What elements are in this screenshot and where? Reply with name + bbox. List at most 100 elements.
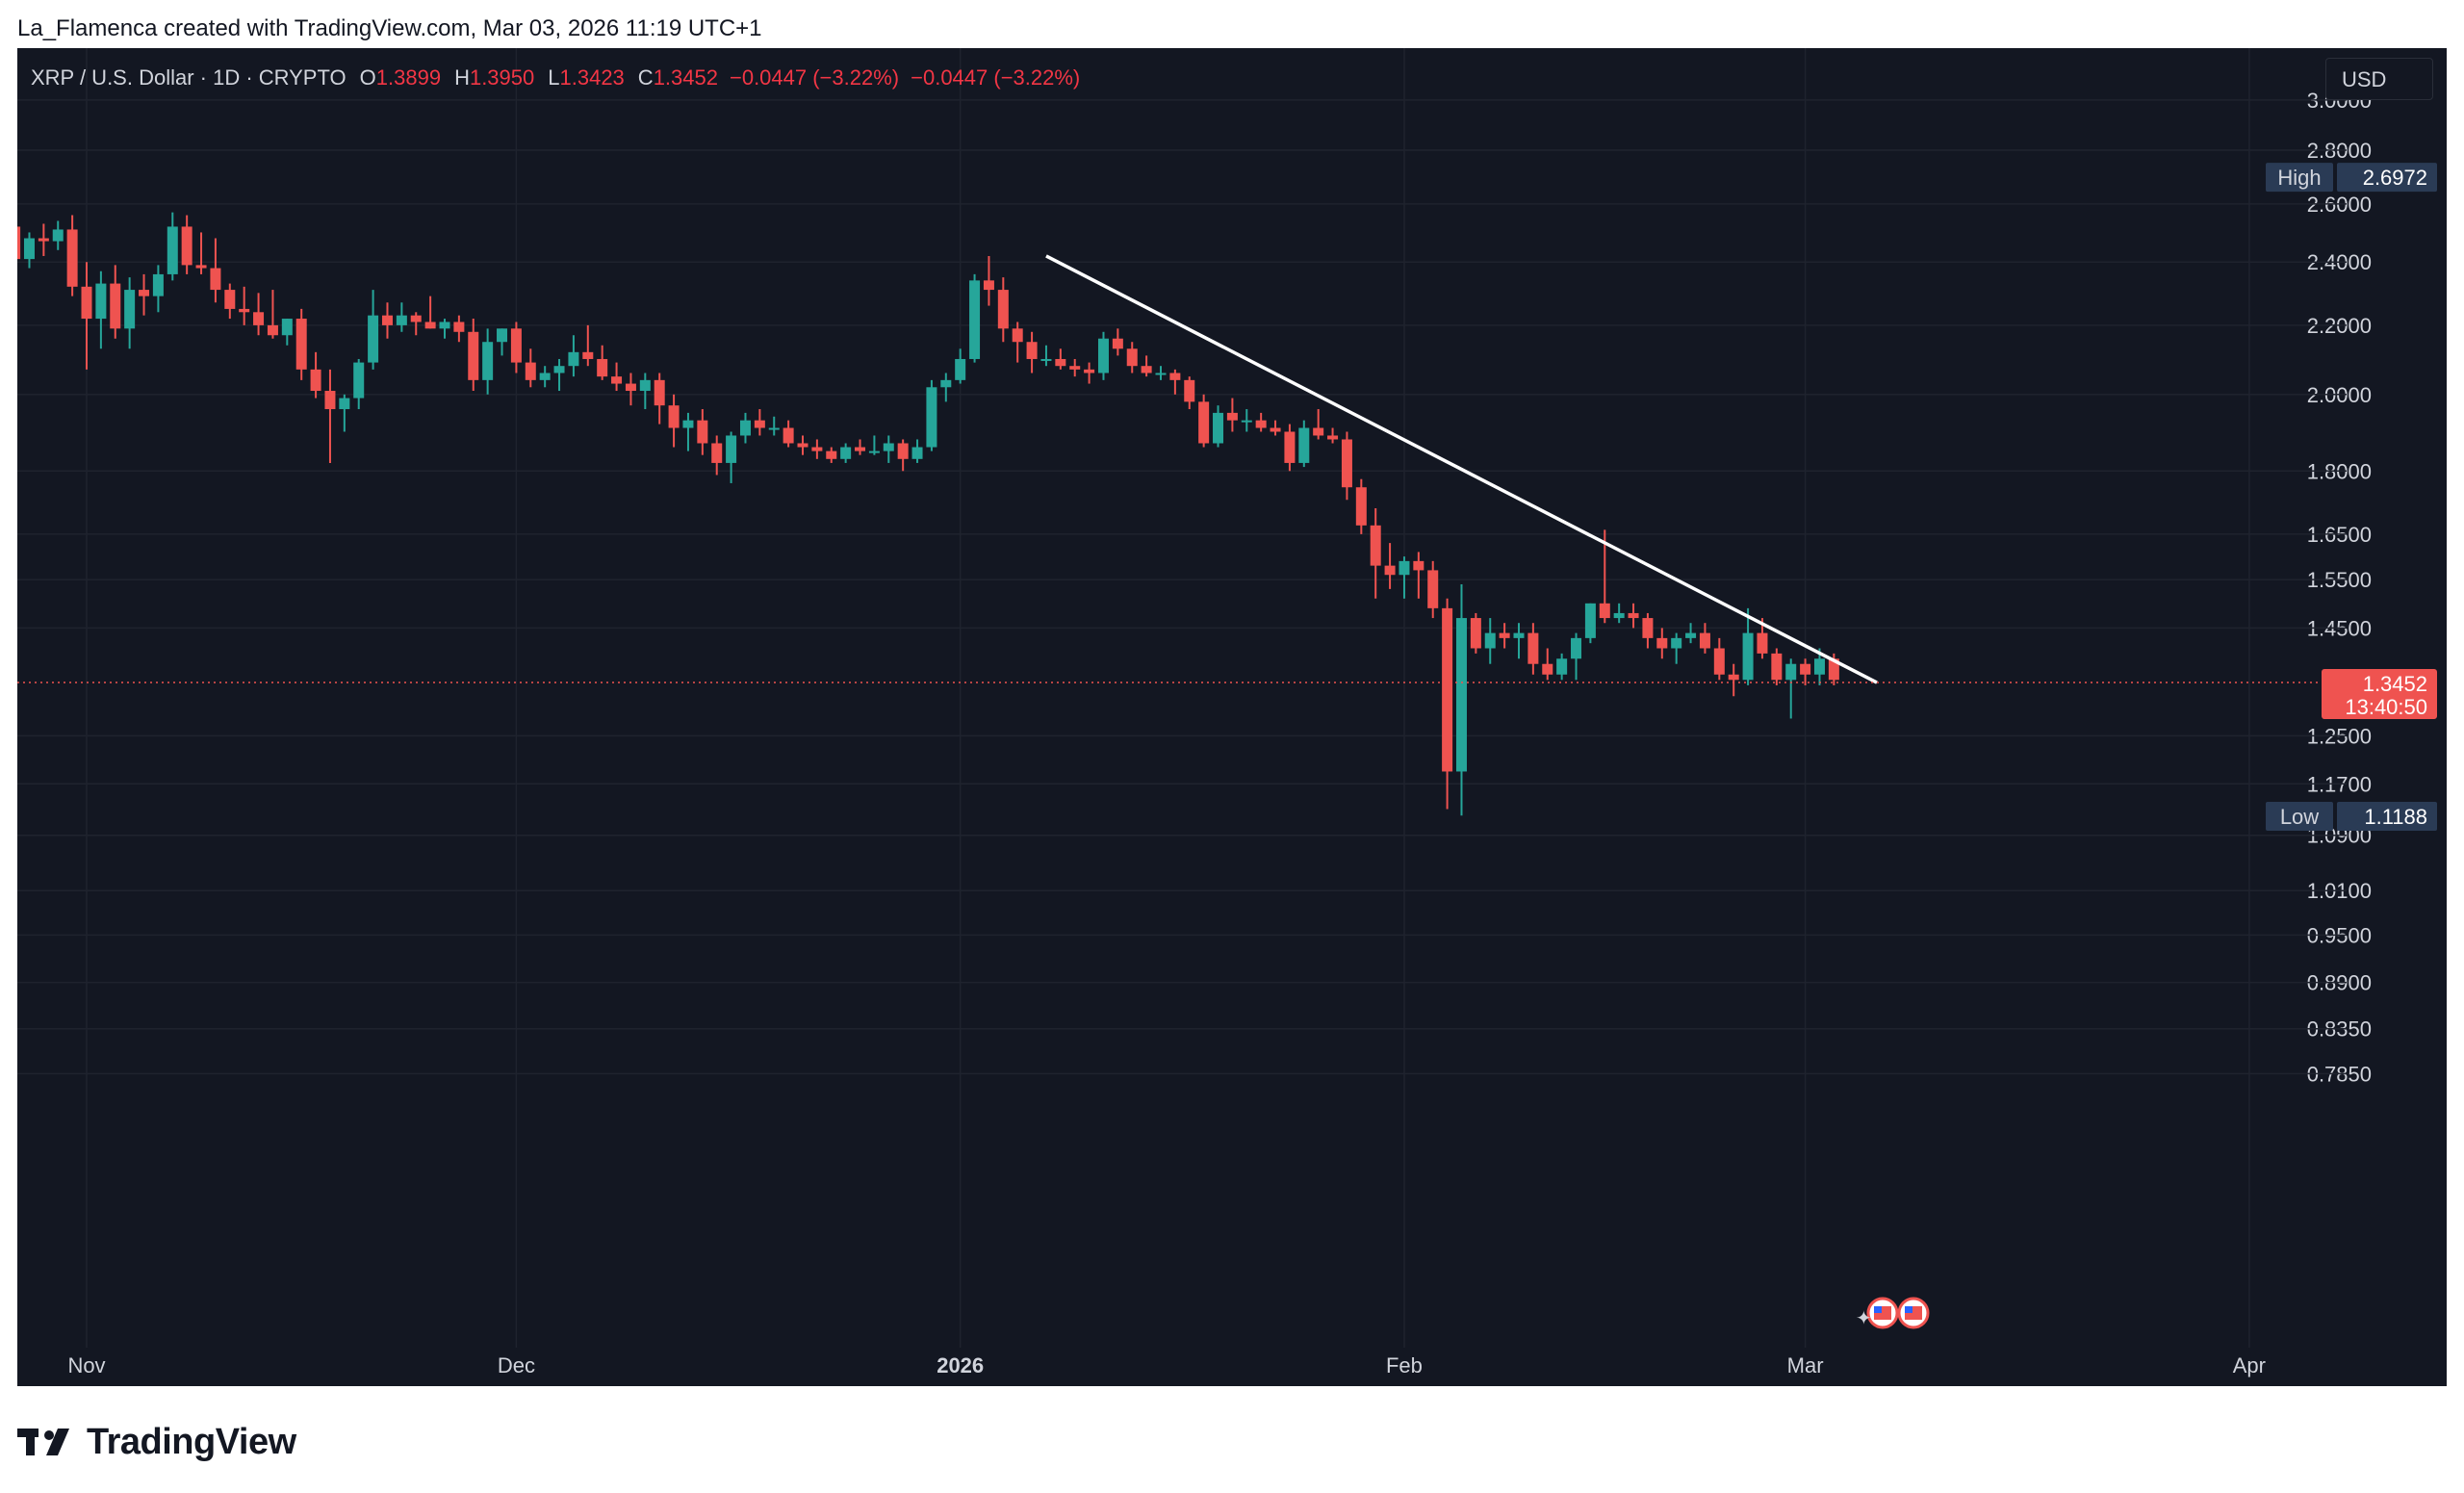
- candle-up: [883, 435, 894, 463]
- candle-body: [1327, 435, 1339, 440]
- candle-body: [439, 322, 450, 329]
- candle-body: [1527, 632, 1539, 664]
- x-tick-label: Dec: [498, 1353, 535, 1377]
- candle-down: [253, 293, 265, 336]
- candle-down: [654, 373, 665, 425]
- candle-body: [1313, 427, 1324, 436]
- candle-down: [424, 296, 436, 329]
- high-marker-label: High: [2277, 166, 2321, 190]
- candlestick-chart[interactable]: 3.00002.80002.60002.40002.20002.00001.80…: [17, 48, 2447, 1386]
- trendline[interactable]: [1045, 254, 1878, 684]
- candle-body: [1055, 358, 1066, 367]
- svg-text:✦: ✦: [1856, 1306, 1872, 1329]
- candle-up: [1298, 420, 1310, 468]
- candle-body: [983, 280, 994, 291]
- candle-body: [1542, 663, 1553, 675]
- candle-body: [1442, 607, 1453, 772]
- candle-body: [181, 226, 192, 266]
- candle-body: [1499, 632, 1510, 638]
- x-axis[interactable]: Nov Dec 2026 Feb Mar Apr: [67, 1353, 2266, 1377]
- candle-body: [281, 319, 293, 336]
- candle-down: [1341, 431, 1352, 501]
- candle-body: [969, 280, 981, 359]
- candle-body: [17, 226, 21, 260]
- us-event-flags-icon[interactable]: ✦: [1856, 1297, 1930, 1329]
- candle-down: [1413, 552, 1424, 599]
- candle-body: [1370, 525, 1381, 566]
- candle-body: [1069, 366, 1081, 370]
- candle-body: [1413, 560, 1424, 571]
- candle-body: [1270, 427, 1281, 432]
- candle-body: [510, 328, 522, 363]
- candle-body: [167, 226, 178, 274]
- candle-up: [1556, 653, 1568, 681]
- candle-body: [1384, 565, 1396, 576]
- candle-down: [1728, 663, 1739, 697]
- candle-down: [1527, 623, 1539, 675]
- candle-up: [940, 373, 952, 402]
- candle-body: [883, 443, 894, 451]
- candle-down: [295, 308, 307, 380]
- candle-body: [1341, 439, 1352, 488]
- candle-down: [1012, 322, 1023, 363]
- x-tick-label: Nov: [67, 1353, 105, 1377]
- candle-body: [668, 405, 680, 428]
- candle-up: [1513, 623, 1525, 659]
- candle-body: [1656, 637, 1668, 649]
- candle-body: [739, 420, 751, 436]
- candle-body: [639, 379, 651, 392]
- candle-down: [139, 273, 150, 316]
- candle-up: [568, 335, 579, 377]
- candle-down: [1355, 478, 1367, 534]
- change-value-secondary: −0.0447 (−3.22%): [911, 65, 1081, 90]
- candle-down: [1542, 648, 1553, 681]
- candle-down: [1370, 507, 1381, 599]
- candle-body: [497, 328, 508, 343]
- last-price-countdown: 13:40:50: [2345, 695, 2427, 719]
- candle-up: [768, 416, 780, 436]
- candle-up: [1097, 331, 1109, 380]
- candle-body: [1026, 342, 1038, 359]
- candle-body: [1012, 328, 1023, 343]
- candle-body: [66, 229, 78, 287]
- candle-up: [1484, 618, 1496, 664]
- candle-body: [1828, 658, 1839, 681]
- candle-body: [353, 362, 365, 399]
- candle-body: [95, 283, 107, 320]
- candle-body: [1713, 648, 1725, 675]
- candle-up: [1040, 345, 1052, 367]
- tradingview-logo[interactable]: TradingView: [17, 1421, 296, 1463]
- candle-body: [1226, 412, 1238, 421]
- candle-body: [553, 366, 565, 373]
- change-value: −0.0447 (−3.22%): [729, 65, 900, 90]
- candle-body: [1298, 427, 1310, 463]
- candle-body: [1642, 618, 1654, 638]
- candle-body: [468, 331, 479, 380]
- candle-up: [539, 366, 551, 388]
- candle-body: [1455, 618, 1467, 772]
- candle-down: [66, 215, 78, 296]
- candle-down: [1055, 348, 1066, 370]
- candle-body: [1613, 612, 1625, 619]
- chart-frame[interactable]: 3.00002.80002.60002.40002.20002.00001.80…: [17, 48, 2447, 1386]
- candle-down: [1270, 420, 1281, 436]
- candle-body: [697, 420, 708, 444]
- candle-up: [95, 270, 107, 349]
- ohlc-legend: XRP / U.S. Dollar · 1D · CRYPTO O1.3899 H1…: [31, 65, 1080, 90]
- candle-down: [1069, 358, 1081, 377]
- candle-up: [1785, 658, 1797, 719]
- candle-body: [582, 351, 594, 359]
- candle-body: [310, 369, 321, 392]
- candle-down: [1284, 424, 1296, 472]
- candle-down: [110, 265, 121, 339]
- candle-up: [1455, 583, 1467, 816]
- candle-down: [754, 409, 765, 436]
- candle-body: [396, 315, 407, 325]
- low-marker-value: 1.1188: [2364, 805, 2427, 829]
- candle-down: [17, 226, 21, 260]
- candle-down: [381, 302, 393, 339]
- high-marker-value: 2.6972: [2363, 166, 2427, 190]
- candle-down: [468, 319, 479, 392]
- currency-selector[interactable]: USD: [2325, 58, 2433, 100]
- candle-up: [497, 328, 508, 356]
